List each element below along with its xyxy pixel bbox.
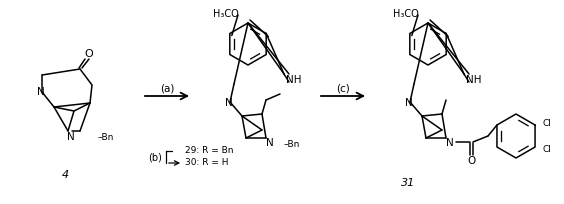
Text: 30: R = H: 30: R = H	[185, 158, 228, 167]
Text: H₃CO: H₃CO	[213, 9, 239, 19]
Text: (c): (c)	[336, 84, 350, 94]
Text: (a): (a)	[160, 84, 174, 94]
Text: N: N	[405, 98, 413, 108]
Text: Cl: Cl	[542, 119, 551, 128]
Text: –Bn: –Bn	[98, 132, 114, 141]
Text: N: N	[225, 98, 233, 108]
Text: H₃CO: H₃CO	[393, 9, 419, 19]
Text: N: N	[266, 137, 274, 147]
Text: (b): (b)	[148, 152, 162, 162]
Text: N: N	[67, 131, 75, 141]
Text: N: N	[446, 137, 454, 147]
Text: O: O	[85, 49, 94, 59]
Text: 29: R = Bn: 29: R = Bn	[185, 146, 233, 155]
Text: 4: 4	[61, 169, 69, 179]
Text: 31: 31	[401, 177, 415, 187]
Text: N: N	[37, 86, 45, 96]
Text: –Bn: –Bn	[284, 140, 301, 149]
Text: Cl: Cl	[542, 145, 551, 154]
Text: NH: NH	[466, 75, 482, 85]
Text: NH: NH	[287, 75, 302, 85]
Text: O: O	[467, 155, 475, 165]
